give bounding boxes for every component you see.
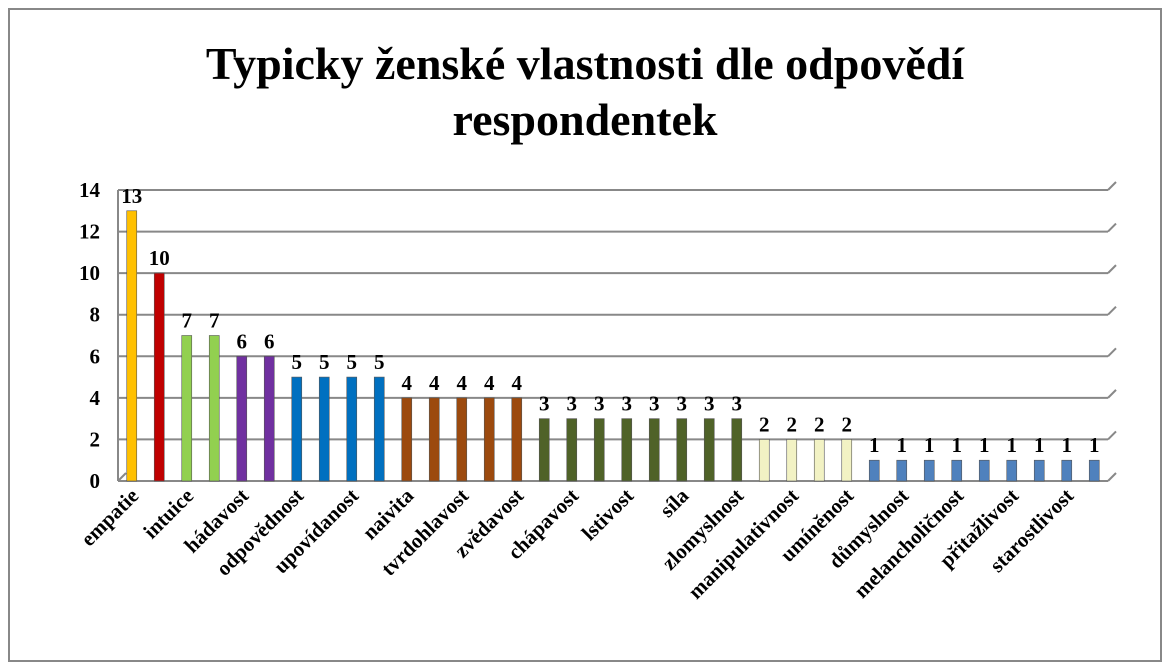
bar <box>868 459 880 482</box>
bar <box>538 418 550 482</box>
bar <box>648 418 660 482</box>
value-label: 1 <box>1007 433 1018 457</box>
bar <box>1061 459 1073 482</box>
y-tick-label: 10 <box>79 261 100 285</box>
value-label: 5 <box>292 350 303 374</box>
grid-slant <box>1107 472 1117 482</box>
bar <box>593 418 605 482</box>
value-label: 3 <box>622 392 633 416</box>
bar <box>731 418 743 482</box>
y-tick-label: 4 <box>90 386 101 410</box>
value-label: 3 <box>704 392 715 416</box>
grid-slant <box>1107 430 1117 441</box>
value-label: 7 <box>182 309 193 333</box>
value-label: 4 <box>484 371 495 395</box>
value-label: 4 <box>429 371 440 395</box>
value-label: 7 <box>209 309 220 333</box>
bar <box>208 335 220 482</box>
bar <box>841 439 853 482</box>
bar <box>566 418 578 482</box>
value-label: 6 <box>237 329 248 353</box>
value-label: 3 <box>732 392 743 416</box>
value-label: 1 <box>1089 433 1100 457</box>
y-tick-label: 6 <box>90 344 101 368</box>
grid-slant <box>1107 389 1117 399</box>
bar <box>236 355 248 482</box>
bar <box>318 376 330 482</box>
value-label: 6 <box>264 329 275 353</box>
value-label: 3 <box>594 392 605 416</box>
grid-slant <box>1107 306 1117 316</box>
value-label: 2 <box>814 412 825 436</box>
bar <box>126 210 138 482</box>
bar <box>1033 459 1045 482</box>
value-label: 2 <box>842 412 853 436</box>
value-label: 10 <box>149 246 170 270</box>
bar <box>263 355 275 482</box>
bar <box>758 439 770 482</box>
value-label: 2 <box>787 412 798 436</box>
value-label: 1 <box>1034 433 1045 457</box>
grid-slant <box>1107 222 1117 233</box>
floor <box>117 472 127 482</box>
value-label: 3 <box>677 392 688 416</box>
value-label: 2 <box>759 412 770 436</box>
bar <box>621 418 633 482</box>
value-label: 4 <box>457 371 468 395</box>
bar <box>291 376 303 482</box>
grid-slant <box>1107 181 1117 191</box>
chart-border <box>8 8 1162 662</box>
value-label: 13 <box>121 184 142 208</box>
bar <box>428 397 440 482</box>
value-label: 1 <box>869 433 880 457</box>
bar <box>373 376 385 482</box>
bar <box>923 459 935 482</box>
x-tick-label: lstivost <box>577 484 639 546</box>
bar <box>676 418 688 482</box>
bar <box>181 335 193 482</box>
y-tick-label: 0 <box>90 469 101 493</box>
value-label: 1 <box>924 433 935 457</box>
x-tick-label: empatie <box>76 484 143 551</box>
bar <box>786 439 798 482</box>
y-tick-label: 14 <box>79 178 101 202</box>
value-label: 1 <box>952 433 963 457</box>
bar <box>153 272 165 482</box>
value-label: 1 <box>1062 433 1073 457</box>
value-label: 4 <box>512 371 523 395</box>
bar <box>456 397 468 482</box>
value-label: 3 <box>539 392 550 416</box>
bar <box>483 397 495 482</box>
bar <box>401 397 413 482</box>
value-label: 3 <box>649 392 660 416</box>
bar <box>896 459 908 482</box>
value-label: 1 <box>897 433 908 457</box>
x-tick-label: síla <box>655 483 694 522</box>
grid-slant <box>1107 264 1117 274</box>
value-label: 3 <box>567 392 578 416</box>
y-tick-label: 2 <box>90 427 101 451</box>
value-label: 5 <box>347 350 358 374</box>
chart-title: Typicky ženské vlastnosti dle odpovědí r… <box>205 38 965 145</box>
bar <box>978 459 990 482</box>
bar <box>703 418 715 482</box>
bar <box>1088 459 1100 482</box>
bar <box>1006 459 1018 482</box>
value-label: 5 <box>374 350 385 374</box>
value-label: 1 <box>979 433 990 457</box>
bar <box>951 459 963 482</box>
y-tick-label: 12 <box>79 220 100 244</box>
grid-slant <box>1107 347 1117 357</box>
bar <box>346 376 358 482</box>
y-tick-label: 8 <box>90 303 101 327</box>
value-label: 5 <box>319 350 330 374</box>
bar <box>813 439 825 482</box>
value-label: 4 <box>402 371 413 395</box>
bar <box>511 397 523 482</box>
